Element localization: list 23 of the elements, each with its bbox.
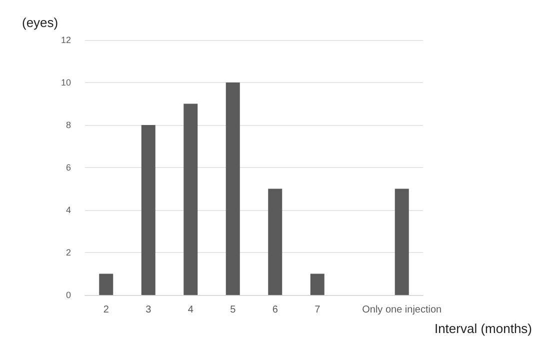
x-tick-label: 4 [188, 304, 194, 316]
x-tick-label: 2 [103, 304, 110, 316]
y-tick-label: 4 [66, 205, 71, 215]
y-tick-label: 6 [66, 162, 71, 172]
y-tick-label: 10 [60, 78, 71, 88]
bar [99, 274, 114, 295]
x-tick-label: 5 [230, 304, 236, 316]
bar [226, 82, 240, 295]
bar [268, 188, 282, 295]
x-tick-label: Only one injection [362, 304, 442, 316]
y-tick-label: 12 [60, 35, 71, 45]
x-tick-label: 6 [272, 304, 278, 316]
y-tick-label: 0 [66, 290, 71, 300]
bar [394, 188, 409, 295]
bar [310, 274, 324, 295]
y-tick-label: 2 [66, 248, 71, 258]
x-tick-label: 7 [314, 304, 321, 316]
x-axis-title: Interval (months) [434, 321, 532, 336]
y-axis-title: (eyes) [22, 15, 58, 30]
bar [141, 125, 156, 295]
x-tick-label: 3 [146, 304, 152, 316]
y-tick-label: 8 [66, 120, 71, 130]
bar [184, 104, 198, 295]
